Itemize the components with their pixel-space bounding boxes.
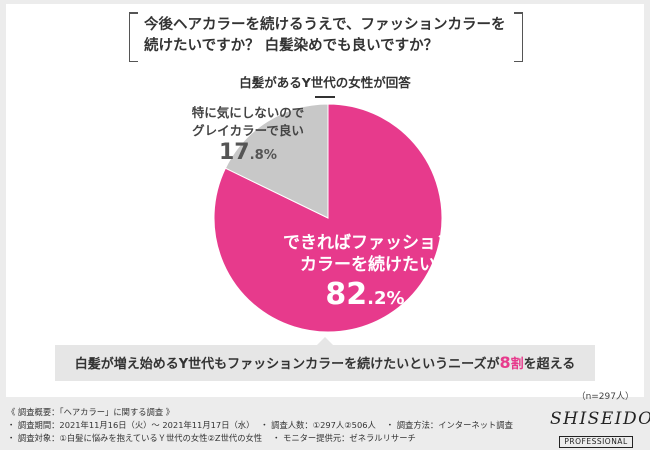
conclusion-tail: を超える — [523, 357, 576, 372]
chart-subtitle: 白髪があるY世代の女性が回答 — [239, 75, 411, 90]
conclusion-arrow — [317, 337, 333, 345]
slice-value-grey-dec: .8% — [249, 148, 278, 163]
question-box: 今後ヘアカラーを続けるうえで、ファッションカラーを 続けたいですか？ 白髪染めで… — [129, 12, 523, 62]
slice-value-grey: 17.8% — [218, 140, 278, 165]
pie-slice-fashion-color — [213, 103, 443, 333]
slice-value-pink: 82.2% — [320, 277, 410, 312]
slice-label-grey-line1: 特に気にしないので — [191, 105, 305, 120]
slice-value-pink-dec: .2% — [367, 288, 405, 309]
pie-slice-gray-color — [224, 103, 329, 219]
question-line-2: 続けたいですか？ 白髪染めでも良いですか？ — [144, 38, 439, 54]
question-line-1: 今後ヘアカラーを続けるうえで、ファッションカラーを — [144, 17, 506, 33]
conclusion-banner: 白髪が増え始めるY世代もファッションカラーを続けたいというニーズが8割を超える — [55, 345, 595, 381]
logo-sub: PROFESSIONAL — [559, 436, 633, 448]
slice-label-grey: 特に気にしないので グレイカラーで良い — [168, 104, 328, 140]
sample-size: （n=297人） — [576, 392, 634, 402]
slice-label-pink-line1: できればファッション — [283, 233, 453, 253]
slice-label-grey-line2: グレイカラーで良い — [192, 123, 304, 138]
slice-value-pink-int: 82 — [325, 277, 368, 312]
conclusion-highlight-unit: 割 — [510, 357, 524, 372]
footer-count: ・ 調査人数：①297人②506人 — [260, 420, 376, 430]
slice-label-pink: できればファッション カラーを続けたい — [268, 232, 468, 276]
footer-heading: 《 調査概要：「ヘアカラー」に関する調査 》 — [7, 407, 175, 417]
footer-row-2: ・ 調査対象：①白髪に悩みを抱えているＹ世代の女性②Z世代の女性・ モニター提供… — [7, 432, 523, 445]
survey-footer: 《 調査概要：「ヘアカラー」に関する調査 》 ・ 調査期間：2021年11月16… — [7, 406, 523, 445]
footer-period: ・ 調査期間：2021年11月16日（火）～ 2021年11月17日（水） — [7, 420, 251, 430]
footer-method: ・ 調査方法：インターネット調査 — [385, 420, 513, 430]
subtitle-rule — [315, 96, 335, 98]
question-text: 今後ヘアカラーを続けるうえで、ファッションカラーを 続けたいですか？ 白髪染めで… — [144, 15, 514, 57]
footer-row-1: ・ 調査期間：2021年11月16日（火）～ 2021年11月17日（水） ・ 調… — [7, 419, 523, 432]
conclusion-text: 白髪が増え始めるY世代もファッションカラーを続けたいというニーズが — [74, 357, 500, 372]
slice-label-pink-line2: カラーを続けたい — [300, 255, 436, 275]
slice-value-grey-int: 17 — [218, 140, 250, 165]
brand-logo: SHISEIDO PROFESSIONAL — [550, 409, 650, 448]
conclusion-highlight: 8 — [499, 353, 511, 372]
footer-provider: ・ モニター提供元：ゼネラルリサーチ — [272, 433, 416, 443]
logo-wordmark: SHISEIDO — [550, 409, 650, 429]
footer-target: ・ 調査対象：①白髪に悩みを抱えているＹ世代の女性②Z世代の女性 — [7, 433, 263, 443]
